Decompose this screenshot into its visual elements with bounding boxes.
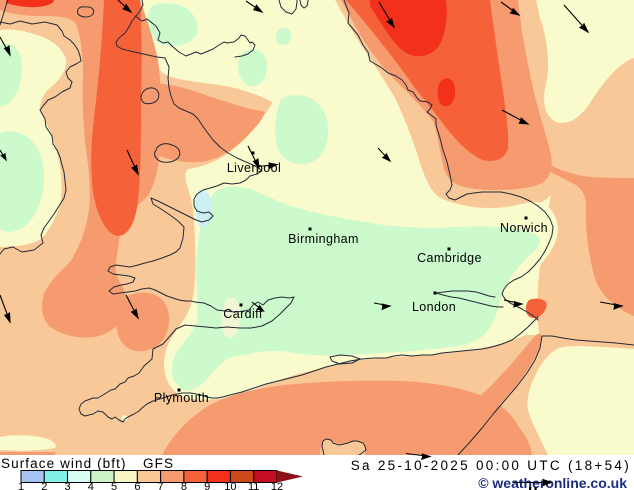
svg-text:GFS: GFS (143, 456, 174, 471)
svg-text:© weatheronline.co.uk: © weatheronline.co.uk (478, 475, 627, 490)
svg-text:Surface wind (bft): Surface wind (bft) (1, 456, 127, 471)
svg-text:9: 9 (204, 481, 210, 490)
svg-text:2: 2 (41, 481, 47, 490)
svg-text:12: 12 (271, 481, 283, 490)
svg-text:London: London (412, 300, 456, 314)
svg-text:3: 3 (64, 481, 70, 490)
svg-text:Norwich: Norwich (500, 221, 548, 235)
svg-text:1: 1 (18, 481, 24, 490)
svg-text:6: 6 (134, 481, 140, 490)
svg-text:10: 10 (224, 481, 236, 490)
svg-text:5: 5 (111, 481, 117, 490)
svg-text:4: 4 (88, 481, 94, 490)
svg-text:7: 7 (158, 481, 164, 490)
svg-text:Cardiff: Cardiff (223, 307, 263, 321)
svg-text:8: 8 (181, 481, 187, 490)
svg-text:Plymouth: Plymouth (154, 391, 209, 405)
svg-text:Liverpool: Liverpool (227, 161, 281, 175)
svg-text:Birmingham: Birmingham (288, 232, 359, 246)
svg-text:11: 11 (248, 481, 259, 490)
svg-text:Cambridge: Cambridge (417, 251, 482, 265)
svg-text:Sa 25-10-2025 00:00 UTC (18+54: Sa 25-10-2025 00:00 UTC (18+54) (351, 458, 631, 473)
